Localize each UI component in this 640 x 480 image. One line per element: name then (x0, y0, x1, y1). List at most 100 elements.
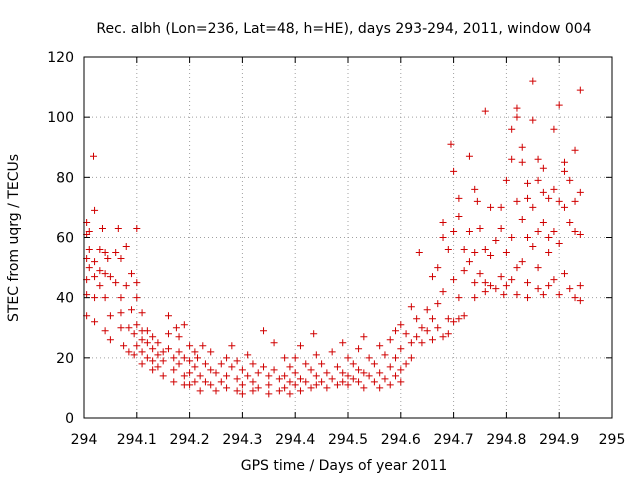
data-point (365, 354, 373, 362)
data-point (117, 324, 125, 332)
data-point (101, 327, 109, 335)
data-point (428, 336, 436, 344)
data-point (550, 227, 558, 235)
data-point (402, 330, 410, 338)
data-point (413, 333, 421, 341)
data-point (254, 384, 262, 392)
data-point (164, 312, 172, 320)
data-point (191, 378, 199, 386)
data-point (312, 381, 320, 389)
data-point (296, 375, 304, 383)
data-point (186, 381, 194, 389)
x-tick-label: 294.6 (381, 432, 421, 448)
data-point (524, 179, 532, 187)
data-point (534, 155, 542, 163)
x-tick-label: 294.8 (486, 432, 526, 448)
data-point (524, 279, 532, 287)
data-point (407, 339, 415, 347)
data-point (85, 246, 93, 254)
data-point (122, 243, 130, 251)
y-tick-label: 120 (47, 50, 74, 66)
data-point (566, 218, 574, 226)
data-point (120, 342, 128, 350)
data-point (133, 321, 141, 329)
data-point (471, 185, 479, 193)
data-point (85, 264, 93, 272)
data-point (529, 203, 537, 211)
data-point (455, 315, 463, 323)
data-point (560, 158, 568, 166)
data-point (91, 206, 99, 214)
data-point (333, 381, 341, 389)
data-point (428, 273, 436, 281)
data-point (513, 113, 521, 121)
data-point (386, 336, 394, 344)
data-point (487, 282, 495, 290)
data-point (328, 375, 336, 383)
data-point (476, 224, 484, 232)
data-point (122, 282, 130, 290)
data-point (260, 327, 268, 335)
data-point (172, 324, 180, 332)
data-point (450, 318, 458, 326)
data-point (164, 330, 172, 338)
data-point (286, 363, 294, 371)
data-point (481, 288, 489, 296)
data-point (143, 327, 151, 335)
data-point (397, 378, 405, 386)
data-point (265, 372, 273, 380)
data-point (333, 363, 341, 371)
data-point (392, 327, 400, 335)
x-tick-label: 295 (599, 432, 626, 448)
data-point (275, 387, 283, 395)
data-point (524, 294, 532, 302)
data-point (339, 369, 347, 377)
data-point (381, 351, 389, 359)
x-tick-label: 294.2 (170, 432, 210, 448)
data-point (233, 357, 241, 365)
data-point (217, 378, 225, 386)
data-point (149, 333, 157, 341)
data-point (524, 194, 532, 202)
data-point (117, 255, 125, 263)
data-point (397, 366, 405, 374)
data-point (186, 369, 194, 377)
data-point (212, 387, 220, 395)
data-point (397, 321, 405, 329)
data-point (344, 372, 352, 380)
data-point (524, 234, 532, 241)
data-point (238, 366, 246, 374)
data-point (518, 215, 526, 223)
data-point (550, 185, 558, 193)
data-point (566, 285, 574, 293)
data-point (545, 194, 553, 202)
data-point (96, 246, 104, 254)
data-point (555, 197, 563, 205)
data-points (83, 77, 584, 398)
data-point (392, 354, 400, 362)
data-point (196, 372, 204, 380)
data-point (518, 258, 526, 266)
axis-ticks (83, 56, 613, 419)
data-point (223, 372, 231, 380)
data-point (476, 270, 484, 278)
data-point (555, 240, 563, 248)
data-point (560, 167, 568, 175)
data-point (508, 234, 516, 241)
data-point (370, 360, 378, 368)
data-point (492, 237, 500, 245)
data-point (571, 294, 579, 302)
data-point (513, 197, 521, 205)
y-tick-labels: 0 20 40 60 80 100 120 (47, 50, 74, 427)
data-point (249, 387, 257, 395)
data-point (154, 351, 162, 359)
data-point (508, 155, 516, 163)
data-point (149, 357, 157, 365)
data-point (281, 372, 289, 380)
data-point (143, 339, 151, 347)
data-point (502, 249, 510, 257)
y-axis-label: STEC from uqrg / TECUs (6, 154, 22, 322)
data-point (130, 330, 138, 338)
